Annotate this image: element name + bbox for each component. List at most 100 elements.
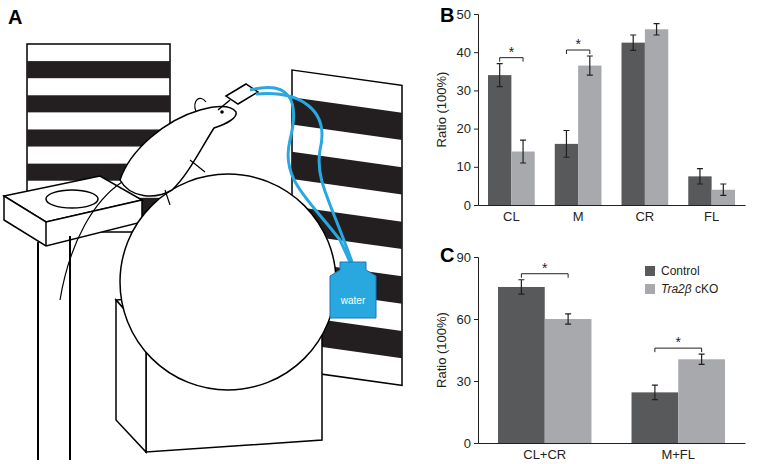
water-bottle bbox=[330, 262, 376, 318]
tick: M bbox=[573, 209, 584, 224]
tick-label: 10 bbox=[457, 159, 471, 174]
x-axis: CL+CR M+FL bbox=[479, 444, 746, 463]
tick-label: FL bbox=[704, 209, 719, 224]
error-bar bbox=[697, 169, 703, 184]
tick-label: 30 bbox=[457, 374, 471, 389]
legend-swatch bbox=[645, 266, 655, 276]
error-bar bbox=[630, 35, 636, 50]
tick-mark bbox=[474, 14, 478, 15]
error-bar bbox=[587, 56, 593, 75]
tick-mark bbox=[474, 90, 478, 91]
legend-item: Tra2β cKO bbox=[645, 282, 718, 296]
tick: CR bbox=[635, 209, 654, 224]
bar bbox=[578, 66, 601, 205]
axis-line bbox=[474, 15, 479, 206]
tick: 30 bbox=[457, 83, 478, 98]
water-tube bbox=[250, 87, 352, 262]
tick-label: 60 bbox=[457, 312, 471, 327]
bar bbox=[622, 43, 645, 205]
tick-label: 40 bbox=[457, 45, 471, 60]
lick-spout bbox=[218, 84, 258, 110]
tick: 60 bbox=[457, 312, 478, 327]
mouse bbox=[60, 98, 236, 300]
tick: FL bbox=[704, 209, 719, 224]
error-bar bbox=[699, 354, 705, 364]
panel-label: B bbox=[440, 4, 454, 26]
axis-title: Ratio (100%) bbox=[434, 312, 449, 388]
y-axis: 0 10 20 30 40 50 bbox=[457, 7, 479, 213]
tick: 10 bbox=[457, 159, 478, 174]
legend-item: Control bbox=[645, 264, 700, 278]
axis-line bbox=[479, 443, 746, 444]
panel-a: Awater bbox=[4, 6, 402, 460]
tick-mark bbox=[474, 52, 478, 53]
tick: 0 bbox=[464, 198, 478, 213]
tick-mark bbox=[474, 257, 478, 258]
bar bbox=[545, 319, 592, 443]
legend-label: Tra2β cKO bbox=[661, 282, 718, 296]
tick-mark bbox=[474, 443, 478, 444]
tick-mark bbox=[474, 205, 478, 206]
plot-area bbox=[498, 280, 725, 443]
stripe bbox=[292, 97, 402, 140]
bar bbox=[678, 359, 725, 443]
tick: 20 bbox=[457, 121, 478, 136]
tick-label: 30 bbox=[457, 83, 471, 98]
tick-label: 0 bbox=[464, 436, 471, 451]
tick-label: 20 bbox=[457, 121, 471, 136]
stripe bbox=[27, 95, 170, 112]
y-axis: 0 30 60 90 bbox=[457, 250, 479, 451]
tick: M+FL bbox=[661, 447, 695, 462]
error-bar bbox=[520, 140, 526, 163]
legend-swatch bbox=[645, 284, 655, 294]
bar bbox=[488, 75, 511, 205]
error-bar bbox=[518, 280, 524, 294]
series bbox=[488, 35, 712, 205]
tick: 30 bbox=[457, 374, 478, 389]
bar bbox=[498, 287, 545, 443]
tick-mark bbox=[474, 129, 478, 130]
error-bar bbox=[720, 184, 726, 195]
plot-area bbox=[488, 24, 735, 205]
series bbox=[545, 314, 725, 443]
chart: 0 30 60 90 CL+CR M+FL Ratio (100%) * * Control Tra… bbox=[434, 250, 746, 463]
error-bar bbox=[654, 24, 660, 35]
tick: 50 bbox=[457, 7, 478, 22]
error-bar bbox=[652, 385, 658, 399]
axis-line bbox=[474, 258, 479, 444]
ball bbox=[120, 174, 336, 390]
annotation: * bbox=[509, 44, 515, 60]
series bbox=[511, 24, 735, 205]
annotation: * bbox=[542, 260, 548, 276]
tick-label: CR bbox=[635, 209, 654, 224]
stripe bbox=[292, 152, 402, 195]
annotation: * bbox=[676, 334, 682, 350]
tick-label: CL bbox=[503, 209, 520, 224]
stripe bbox=[27, 61, 170, 78]
tick-label: CL+CR bbox=[523, 447, 566, 462]
chart: 01020304050CLMCRFLRatio (100%)** bbox=[434, 7, 746, 225]
tick-label: 0 bbox=[464, 198, 471, 213]
tick: CL bbox=[503, 209, 520, 224]
series bbox=[498, 280, 678, 443]
tick-label: 50 bbox=[457, 7, 471, 22]
panel-label: C bbox=[440, 244, 454, 266]
error-bar bbox=[497, 64, 503, 87]
tick-label: 90 bbox=[457, 250, 471, 265]
tick: 40 bbox=[457, 45, 478, 60]
error-bar bbox=[565, 314, 571, 324]
tick-mark bbox=[474, 167, 478, 168]
bar bbox=[645, 29, 668, 205]
panel-label: A bbox=[8, 6, 22, 28]
axis-line bbox=[479, 205, 746, 206]
tick: 0 bbox=[464, 436, 478, 451]
tick-label: M+FL bbox=[661, 447, 695, 462]
legend-label: Control bbox=[661, 264, 700, 278]
tick: CL+CR bbox=[523, 447, 566, 462]
bottle-label: water bbox=[340, 295, 366, 306]
x-axis: CL M CR FL bbox=[479, 206, 746, 225]
tick-mark bbox=[474, 381, 478, 382]
tick-label: M bbox=[573, 209, 584, 224]
error-bar bbox=[563, 131, 569, 158]
legend: Control Tra2β cKO bbox=[645, 264, 718, 296]
